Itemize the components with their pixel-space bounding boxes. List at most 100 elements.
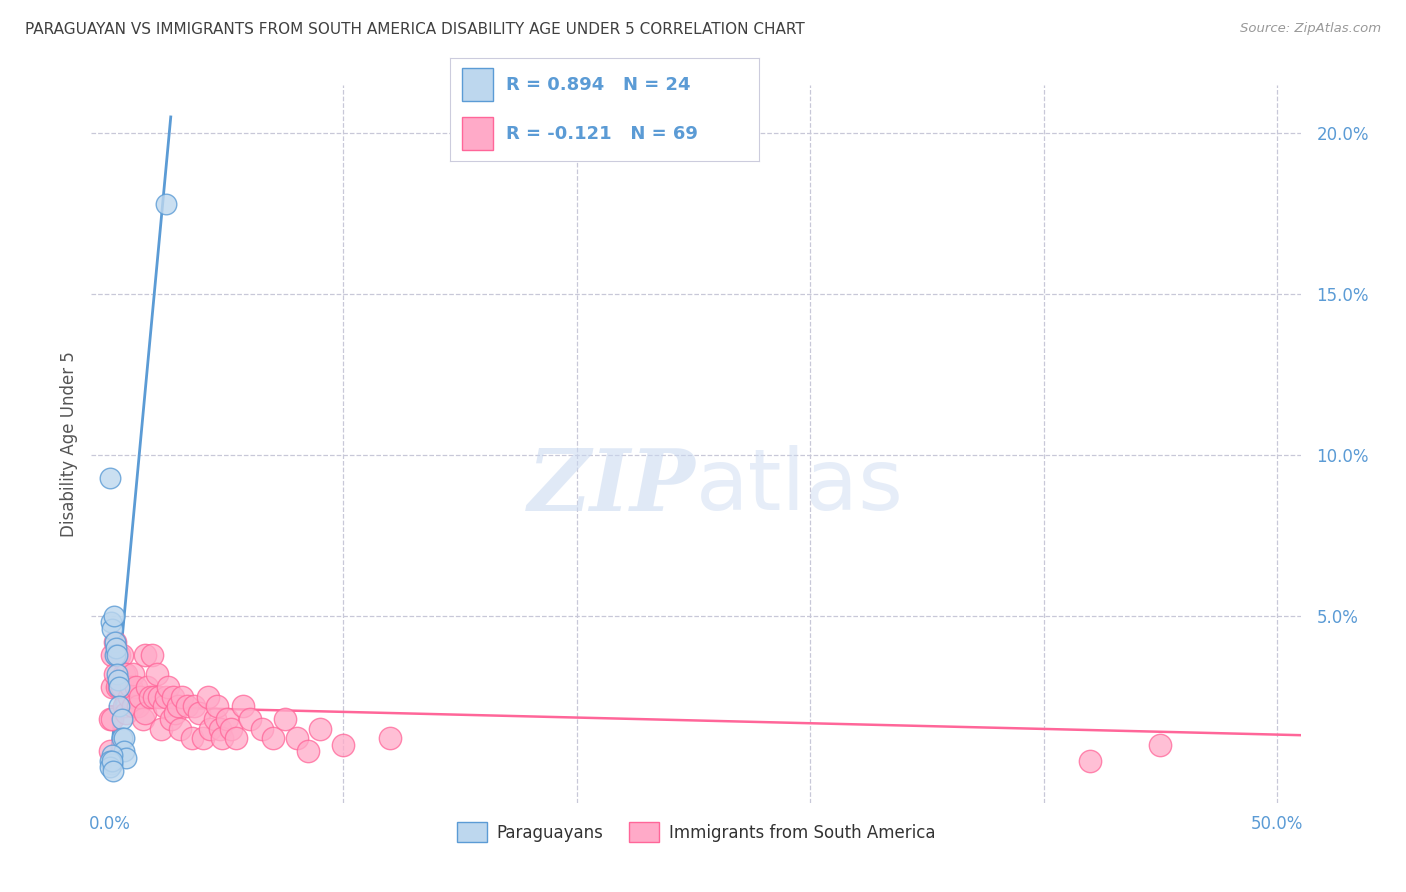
Point <box>139 690 162 704</box>
Point <box>112 744 135 758</box>
Point <box>104 635 127 649</box>
Point <box>105 680 128 694</box>
Point <box>152 699 174 714</box>
Point <box>104 667 127 681</box>
Text: PARAGUAYAN VS IMMIGRANTS FROM SOUTH AMERICA DISABILITY AGE UNDER 5 CORRELATION C: PARAGUAYAN VS IMMIGRANTS FROM SOUTH AMER… <box>25 22 806 37</box>
Point <box>101 622 124 636</box>
Point <box>111 712 134 726</box>
Point <box>297 744 319 758</box>
Point <box>98 744 121 758</box>
Point <box>180 731 202 746</box>
Point <box>134 706 156 720</box>
Point <box>101 754 124 768</box>
Point <box>262 731 284 746</box>
Point <box>122 667 145 681</box>
Point <box>112 699 135 714</box>
Point <box>115 706 138 720</box>
Point <box>204 712 226 726</box>
Point <box>239 712 262 726</box>
Point <box>145 667 167 681</box>
Point <box>150 722 173 736</box>
Point <box>165 706 187 720</box>
Point <box>211 731 233 746</box>
Point <box>155 690 177 704</box>
Point <box>108 648 131 662</box>
Point <box>162 690 184 704</box>
Point <box>111 731 134 746</box>
Text: R = 0.894   N = 24: R = 0.894 N = 24 <box>506 76 690 94</box>
Point <box>332 738 354 752</box>
Point <box>98 470 121 484</box>
Point <box>112 667 135 681</box>
Point <box>115 667 138 681</box>
Point <box>1149 738 1171 752</box>
Point <box>101 764 124 778</box>
Point <box>104 641 127 656</box>
Point <box>105 667 128 681</box>
Point <box>157 680 180 694</box>
Point <box>108 680 131 694</box>
Point <box>141 648 163 662</box>
Point <box>380 731 402 746</box>
Point <box>176 699 198 714</box>
Point <box>108 680 131 694</box>
Point <box>148 690 170 704</box>
Point <box>221 722 243 736</box>
Text: atlas: atlas <box>696 445 904 528</box>
Legend: Paraguayans, Immigrants from South America: Paraguayans, Immigrants from South Ameri… <box>450 816 942 848</box>
Point <box>105 648 128 662</box>
FancyBboxPatch shape <box>463 69 494 101</box>
Point <box>200 722 222 736</box>
Point <box>105 648 128 662</box>
Point <box>104 648 127 662</box>
Point <box>103 609 125 624</box>
Point <box>108 699 131 714</box>
Point <box>98 760 121 774</box>
Point <box>197 690 219 704</box>
Point <box>101 757 124 772</box>
Point <box>208 722 231 736</box>
Point <box>101 747 124 762</box>
Point <box>101 712 124 726</box>
Y-axis label: Disability Age Under 5: Disability Age Under 5 <box>59 351 77 537</box>
Point <box>166 699 188 714</box>
Point <box>193 731 215 746</box>
Point <box>132 712 155 726</box>
Point <box>172 690 194 704</box>
Point <box>98 712 121 726</box>
Point <box>104 635 127 649</box>
Point <box>134 648 156 662</box>
Point <box>111 680 134 694</box>
Point <box>112 731 135 746</box>
FancyBboxPatch shape <box>463 118 494 150</box>
Point <box>309 722 332 736</box>
Point <box>207 699 229 714</box>
Point <box>143 690 166 704</box>
Point <box>136 680 159 694</box>
Point <box>98 754 121 768</box>
Point <box>101 680 124 694</box>
Point <box>232 699 254 714</box>
Point <box>122 699 145 714</box>
Point <box>111 648 134 662</box>
Point <box>155 197 177 211</box>
Point <box>274 712 297 726</box>
Point <box>125 680 148 694</box>
Point <box>183 699 205 714</box>
Point <box>159 712 181 726</box>
Point <box>187 706 209 720</box>
Point <box>127 699 149 714</box>
Point <box>118 690 141 704</box>
Text: Source: ZipAtlas.com: Source: ZipAtlas.com <box>1240 22 1381 36</box>
Text: R = -0.121   N = 69: R = -0.121 N = 69 <box>506 125 697 143</box>
Point <box>225 731 247 746</box>
Point <box>120 680 142 694</box>
Point <box>129 690 152 704</box>
Point <box>215 712 238 726</box>
Point <box>115 750 138 764</box>
Point <box>285 731 308 746</box>
Point <box>1080 754 1102 768</box>
Text: ZIP: ZIP <box>529 445 696 529</box>
Point <box>250 722 273 736</box>
Point <box>107 673 129 688</box>
